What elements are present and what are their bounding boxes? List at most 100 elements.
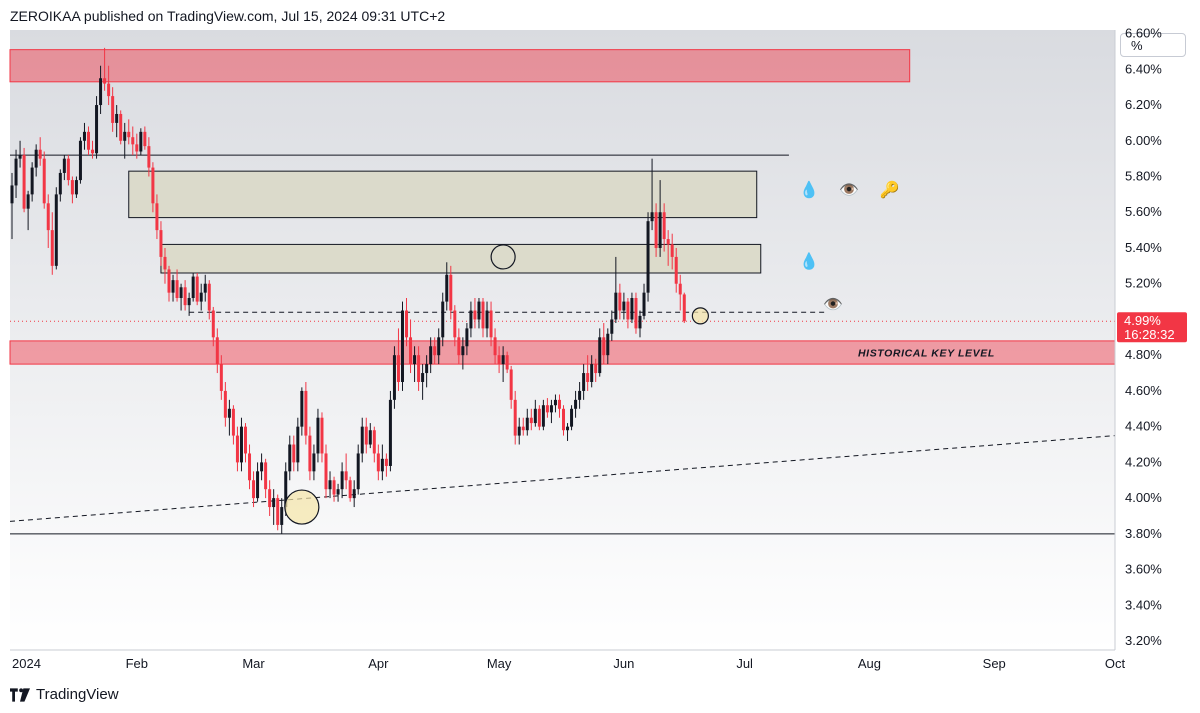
- candle: [159, 221, 163, 266]
- candle: [252, 471, 256, 508]
- candle-body: [264, 462, 268, 490]
- candle: [646, 212, 650, 302]
- candle-body: [666, 239, 670, 245]
- candle: [26, 190, 30, 231]
- candle: [477, 298, 481, 329]
- candle: [356, 444, 360, 495]
- candle-body: [545, 405, 549, 413]
- candle-body: [485, 310, 489, 329]
- candle: [610, 310, 614, 341]
- candle: [195, 272, 199, 306]
- historical-key-level-label: HISTORICAL KEY LEVEL: [858, 348, 995, 360]
- candle-body: [227, 408, 231, 418]
- highlight-circle: [490, 244, 516, 270]
- candle: [654, 203, 658, 257]
- candle: [62, 155, 66, 181]
- candle: [650, 158, 654, 231]
- candle-body: [332, 480, 336, 495]
- candle: [537, 405, 541, 431]
- percent-scale-button[interactable]: %: [1120, 33, 1186, 57]
- candle: [513, 390, 517, 445]
- candle-body: [630, 298, 634, 320]
- candle: [179, 283, 183, 311]
- candle-body: [139, 131, 143, 152]
- candle-body: [260, 462, 264, 472]
- time-axis: 2024 Feb Mar Apr May Jun Jul Aug Sep Oct: [12, 656, 1125, 671]
- candle-body: [384, 458, 388, 466]
- candle: [187, 292, 191, 316]
- candle: [191, 272, 195, 302]
- candle: [614, 256, 618, 324]
- candle: [320, 412, 324, 463]
- candle: [364, 417, 368, 454]
- candle-body: [445, 274, 449, 302]
- candle: [211, 306, 215, 347]
- candle: [368, 423, 372, 449]
- candle: [344, 453, 348, 490]
- low-value: 4.98%: [454, 38, 492, 53]
- candle-body: [42, 158, 46, 204]
- candle: [634, 292, 638, 334]
- candle-body: [219, 364, 223, 391]
- highlight-circle: [284, 489, 320, 525]
- candle: [413, 346, 417, 382]
- candle: [304, 381, 308, 445]
- candle-body: [340, 471, 344, 490]
- candle: [288, 435, 292, 481]
- candle-body: [91, 149, 95, 154]
- candle-body: [646, 221, 650, 293]
- candle-body: [62, 158, 66, 173]
- candle: [30, 162, 34, 202]
- emoji-mark: 👁️: [823, 296, 843, 313]
- candle: [570, 405, 574, 431]
- candle: [340, 462, 344, 499]
- candle: [163, 247, 167, 284]
- candle: [400, 301, 404, 391]
- candle-body: [179, 287, 183, 299]
- y-tick-label: 4.20%: [1125, 454, 1162, 469]
- candle: [509, 365, 513, 409]
- candle-body: [654, 212, 658, 248]
- candle: [131, 126, 135, 156]
- y-tick-label: 3.80%: [1125, 526, 1162, 541]
- candle: [465, 323, 469, 356]
- candle-body: [590, 364, 594, 382]
- candle: [256, 462, 260, 502]
- candle-body: [34, 149, 38, 168]
- candle-body: [203, 283, 207, 293]
- candle: [155, 194, 159, 240]
- candle: [199, 283, 203, 311]
- candle-body: [650, 212, 654, 222]
- candle: [533, 399, 537, 427]
- candle-body: [566, 426, 570, 431]
- candle: [505, 351, 509, 374]
- candle: [437, 328, 441, 365]
- candle-body: [195, 276, 199, 302]
- x-tick-label: Feb: [126, 656, 148, 671]
- candle-body: [682, 294, 686, 322]
- candle-body: [328, 480, 332, 490]
- candle: [586, 355, 590, 391]
- x-tick-label: Sep: [983, 656, 1006, 671]
- candle: [231, 405, 235, 445]
- candle: [473, 298, 477, 329]
- candle-body: [312, 453, 316, 472]
- candle-body: [392, 355, 396, 400]
- candle-body: [187, 298, 191, 306]
- candle-body: [638, 315, 642, 329]
- candle: [308, 426, 312, 481]
- chart-background: [10, 30, 1115, 650]
- candle: [203, 274, 207, 302]
- candle: [626, 298, 630, 329]
- x-tick-label: Jul: [736, 656, 753, 671]
- candle-body: [10, 185, 14, 204]
- candle-body: [421, 373, 425, 382]
- candle: [22, 147, 26, 213]
- candle-body: [425, 364, 429, 374]
- candle-body: [54, 194, 58, 266]
- candle-body: [594, 364, 598, 374]
- candle-body: [95, 105, 99, 154]
- x-tick-label: Mar: [242, 656, 265, 671]
- candle: [566, 423, 570, 441]
